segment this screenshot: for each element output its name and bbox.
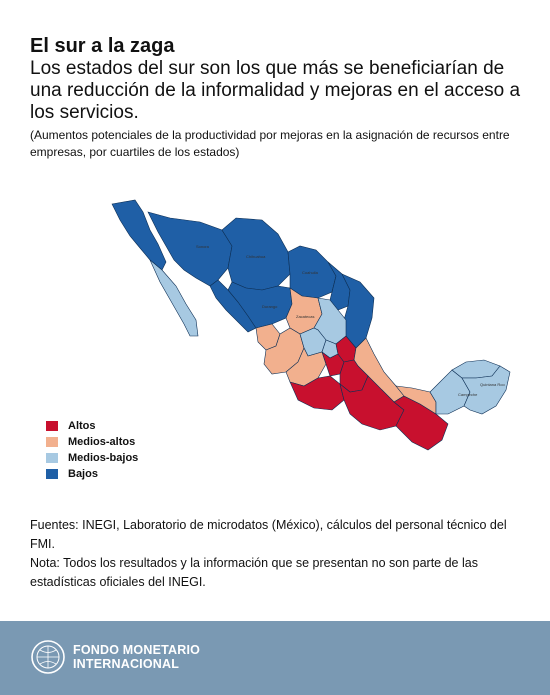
imf-name-line1: FONDO MONETARIO	[73, 643, 201, 657]
map-label-zacatecas: Zacatecas	[296, 314, 314, 319]
map-label-sonora: Sonora	[196, 244, 210, 249]
legend-swatch-medios-altos	[46, 437, 58, 447]
map-legend: Altos Medios-altos Medios-bajos Bajos	[46, 418, 138, 482]
sources-text: Fuentes: INEGI, Laboratorio de microdato…	[30, 518, 507, 551]
header: El sur a la zaga Los estados del sur son…	[30, 34, 530, 161]
legend-swatch-altos	[46, 421, 58, 431]
chart-title: El sur a la zaga	[30, 35, 175, 57]
legend-item-bajos: Bajos	[46, 466, 138, 482]
legend-swatch-medios-bajos	[46, 453, 58, 463]
map-label-coahuila: Coahuila	[302, 270, 319, 275]
chart-note: (Aumentos potenciales de la productivida…	[30, 128, 510, 159]
region-quintana-roo	[461, 365, 511, 415]
footer-bar: FONDO MONETARIO INTERNACIONAL	[0, 621, 550, 695]
region-chiapas	[393, 395, 449, 451]
legend-label-medios-bajos: Medios-bajos	[68, 452, 139, 464]
imf-seal-icon	[31, 640, 65, 674]
imf-name-line2: INTERNACIONAL	[73, 657, 180, 671]
region-baja-california	[111, 199, 167, 271]
map-label-durango: Durango	[262, 304, 278, 309]
region-baja-california-sur	[149, 259, 199, 337]
legend-swatch-bajos	[46, 469, 58, 479]
footer-notes: Fuentes: INEGI, Laboratorio de microdato…	[30, 516, 510, 592]
legend-item-altos: Altos	[46, 418, 138, 434]
map-label-campeche: Campeche	[458, 392, 478, 397]
legend-item-medios-bajos: Medios-bajos	[46, 450, 138, 466]
map-label-quintana-roo: Quintana Roo	[480, 382, 505, 387]
note-text: Nota: Todos los resultados y la informac…	[30, 556, 478, 589]
legend-label-bajos: Bajos	[68, 468, 98, 480]
mexico-map: Sonora Chihuahua Coahuila Durango Zacate…	[0, 178, 550, 498]
map-label-chihuahua: Chihuahua	[246, 254, 266, 259]
mexico-map-svg: Sonora Chihuahua Coahuila Durango Zacate…	[111, 199, 511, 451]
chart-subtitle: Los estados del sur son los que más se b…	[30, 58, 521, 123]
imf-name: FONDO MONETARIO INTERNACIONAL	[73, 643, 200, 671]
legend-label-medios-altos: Medios-altos	[68, 436, 136, 448]
legend-item-medios-altos: Medios-altos	[46, 434, 138, 450]
legend-label-altos: Altos	[68, 420, 96, 432]
